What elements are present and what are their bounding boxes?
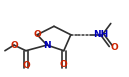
- Text: O: O: [22, 61, 30, 70]
- Text: O: O: [10, 41, 18, 50]
- Text: O: O: [60, 60, 68, 69]
- Text: O: O: [110, 43, 118, 52]
- Text: NH: NH: [93, 30, 108, 39]
- Text: N: N: [43, 41, 51, 50]
- Text: O: O: [33, 30, 41, 39]
